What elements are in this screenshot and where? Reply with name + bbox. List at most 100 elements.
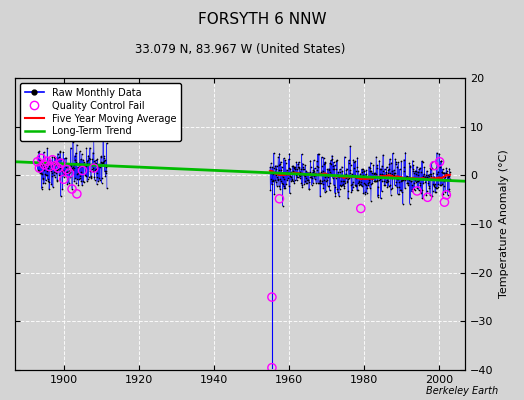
- Point: [48, 161, 57, 168]
- Point: [283, 170, 292, 177]
- Point: [280, 155, 288, 162]
- Point: [357, 179, 366, 185]
- Point: [397, 178, 405, 184]
- Point: [357, 166, 366, 172]
- Point: [324, 174, 332, 180]
- Point: [427, 172, 435, 179]
- Point: [298, 184, 307, 190]
- Point: [284, 170, 292, 176]
- Point: [400, 177, 409, 183]
- Point: [71, 157, 79, 163]
- Point: [440, 169, 449, 176]
- Point: [341, 172, 349, 179]
- Point: [100, 153, 108, 159]
- Point: [316, 177, 325, 184]
- Point: [340, 184, 348, 191]
- Point: [409, 162, 417, 169]
- Point: [372, 153, 380, 160]
- Point: [394, 159, 402, 166]
- Point: [347, 174, 355, 180]
- Point: [68, 186, 76, 192]
- Point: [71, 175, 80, 181]
- Point: [277, 159, 285, 165]
- Point: [391, 156, 399, 162]
- Point: [306, 158, 314, 164]
- Point: [403, 180, 411, 186]
- Point: [60, 155, 69, 162]
- Point: [342, 174, 350, 180]
- Point: [302, 168, 311, 174]
- Point: [42, 161, 50, 167]
- Point: [35, 148, 43, 154]
- Point: [328, 172, 336, 178]
- Point: [432, 165, 441, 171]
- Point: [78, 163, 86, 169]
- Point: [378, 168, 387, 174]
- Point: [320, 189, 329, 195]
- Point: [341, 180, 350, 186]
- Point: [86, 173, 95, 179]
- Point: [370, 178, 379, 185]
- Point: [75, 176, 83, 183]
- Point: [41, 171, 49, 177]
- Point: [45, 179, 53, 186]
- Point: [99, 159, 107, 166]
- Point: [399, 175, 407, 181]
- Point: [52, 170, 61, 176]
- Point: [81, 161, 89, 168]
- Point: [389, 150, 397, 157]
- Point: [300, 171, 309, 177]
- Point: [302, 175, 310, 181]
- Point: [271, 178, 280, 185]
- Point: [318, 154, 326, 160]
- Point: [330, 159, 338, 166]
- Point: [433, 170, 441, 177]
- Point: [276, 186, 284, 192]
- Point: [392, 184, 401, 190]
- Point: [299, 164, 307, 170]
- Point: [67, 163, 75, 170]
- Point: [339, 174, 347, 180]
- Point: [415, 166, 423, 172]
- Point: [354, 178, 363, 184]
- Point: [48, 154, 57, 160]
- Point: [64, 162, 72, 168]
- Point: [412, 168, 420, 174]
- Point: [54, 161, 63, 168]
- Point: [64, 167, 73, 174]
- Point: [411, 177, 420, 183]
- Point: [37, 155, 46, 162]
- Point: [293, 174, 302, 180]
- Point: [80, 179, 88, 186]
- Point: [53, 177, 61, 183]
- Point: [442, 170, 450, 176]
- Point: [99, 159, 107, 166]
- Point: [346, 143, 354, 149]
- Point: [399, 200, 407, 207]
- Point: [79, 162, 87, 168]
- Point: [102, 168, 110, 174]
- Point: [286, 190, 294, 197]
- Point: [70, 153, 79, 159]
- Point: [385, 161, 394, 167]
- Point: [415, 176, 423, 183]
- Point: [278, 203, 287, 209]
- Point: [385, 166, 393, 172]
- Point: [294, 161, 302, 167]
- Point: [347, 182, 355, 189]
- Point: [413, 185, 421, 192]
- Point: [384, 166, 392, 173]
- Point: [62, 172, 71, 179]
- Point: [39, 175, 47, 181]
- Text: FORSYTH 6 NNW: FORSYTH 6 NNW: [198, 12, 326, 27]
- Point: [290, 180, 299, 186]
- Point: [381, 169, 390, 176]
- Point: [425, 171, 434, 178]
- Point: [50, 158, 58, 165]
- Point: [405, 160, 413, 166]
- Point: [439, 182, 447, 189]
- Point: [327, 171, 335, 178]
- Point: [36, 170, 44, 176]
- Point: [293, 174, 301, 180]
- Point: [393, 174, 401, 180]
